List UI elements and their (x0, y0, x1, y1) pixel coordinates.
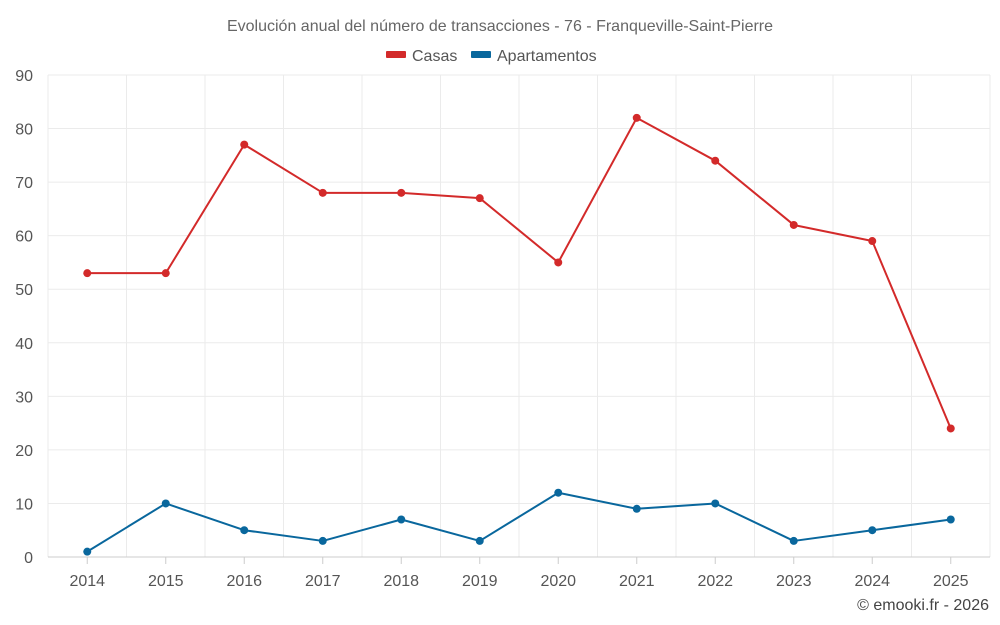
series-casas (83, 113, 955, 433)
x-tick-label-2025: 2025 (933, 573, 969, 590)
data-point-apartamentos-2020[interactable] (554, 488, 563, 497)
y-tick-label-20: 20 (15, 443, 33, 460)
data-point-apartamentos-2014[interactable] (83, 547, 92, 556)
y-tick-label-30: 30 (15, 389, 33, 406)
y-axis-ticks: 0 10 20 30 40 50 60 70 80 90 (15, 68, 33, 567)
data-point-casas-2016[interactable] (240, 140, 249, 149)
chart-title: Evolución anual del número de transaccio… (227, 18, 773, 35)
data-point-casas-2024[interactable] (868, 237, 877, 246)
x-tick-label-2024: 2024 (854, 573, 890, 590)
legend-swatch-casas (386, 51, 406, 58)
y-tick-label-50: 50 (15, 282, 33, 299)
data-point-casas-2014[interactable] (83, 269, 92, 278)
x-tick-label-2020: 2020 (540, 573, 576, 590)
data-point-casas-2018[interactable] (397, 188, 406, 197)
x-tick-label-2018: 2018 (383, 573, 419, 590)
y-tick-label-40: 40 (15, 336, 33, 353)
data-point-casas-2020[interactable] (554, 258, 563, 267)
series-line-apartamentos (86, 491, 951, 553)
data-point-casas-2023[interactable] (789, 220, 798, 229)
legend-label-apartamentos: Apartamentos (497, 48, 597, 65)
data-point-apartamentos-2015[interactable] (161, 499, 170, 508)
y-tick-label-70: 70 (15, 175, 33, 192)
data-point-casas-2015[interactable] (161, 269, 170, 278)
data-point-apartamentos-2025[interactable] (946, 515, 955, 524)
x-tick-label-2014: 2014 (69, 573, 105, 590)
legend[interactable]: Casas Apartamentos (386, 48, 597, 65)
x-axis-ticks: 2014 2015 2016 2017 2018 2019 2020 2021 2022 2023… (69, 557, 969, 590)
data-point-apartamentos-2021[interactable] (632, 504, 641, 513)
x-tick-label-2017: 2017 (305, 573, 341, 590)
data-point-casas-2017[interactable] (318, 188, 327, 197)
data-point-apartamentos-2023[interactable] (789, 536, 798, 545)
x-tick-label-2023: 2023 (776, 573, 812, 590)
legend-swatch-apartamentos (471, 51, 491, 58)
x-tick-label-2021: 2021 (619, 573, 655, 590)
data-point-casas-2025[interactable] (946, 424, 955, 433)
y-tick-label-10: 10 (15, 496, 33, 513)
y-tick-label-80: 80 (15, 122, 33, 139)
data-point-apartamentos-2022[interactable] (711, 499, 720, 508)
data-point-casas-2019[interactable] (475, 194, 484, 203)
data-point-apartamentos-2024[interactable] (868, 526, 877, 535)
series (83, 113, 955, 556)
grid (47, 74, 991, 557)
y-tick-label-0: 0 (24, 550, 33, 567)
x-tick-label-2015: 2015 (148, 573, 184, 590)
series-line-casas (87, 116, 952, 429)
data-point-apartamentos-2019[interactable] (475, 536, 484, 545)
y-tick-label-90: 90 (15, 68, 33, 85)
legend-item-apartamentos[interactable]: Apartamentos (471, 48, 597, 65)
data-point-casas-2021[interactable] (632, 113, 641, 122)
legend-label-casas: Casas (412, 48, 457, 65)
data-point-apartamentos-2016[interactable] (240, 526, 249, 535)
x-tick-label-2016: 2016 (226, 573, 262, 590)
credit-text: © emooki.fr - 2026 (857, 597, 989, 614)
y-tick-label-60: 60 (15, 229, 33, 246)
x-tick-label-2022: 2022 (697, 573, 733, 590)
series-apartamentos (83, 488, 955, 556)
x-tick-label-2019: 2019 (462, 573, 498, 590)
data-point-apartamentos-2018[interactable] (397, 515, 406, 524)
legend-item-casas[interactable]: Casas (386, 48, 457, 65)
data-point-casas-2022[interactable] (711, 156, 720, 165)
data-point-apartamentos-2017[interactable] (318, 536, 327, 545)
